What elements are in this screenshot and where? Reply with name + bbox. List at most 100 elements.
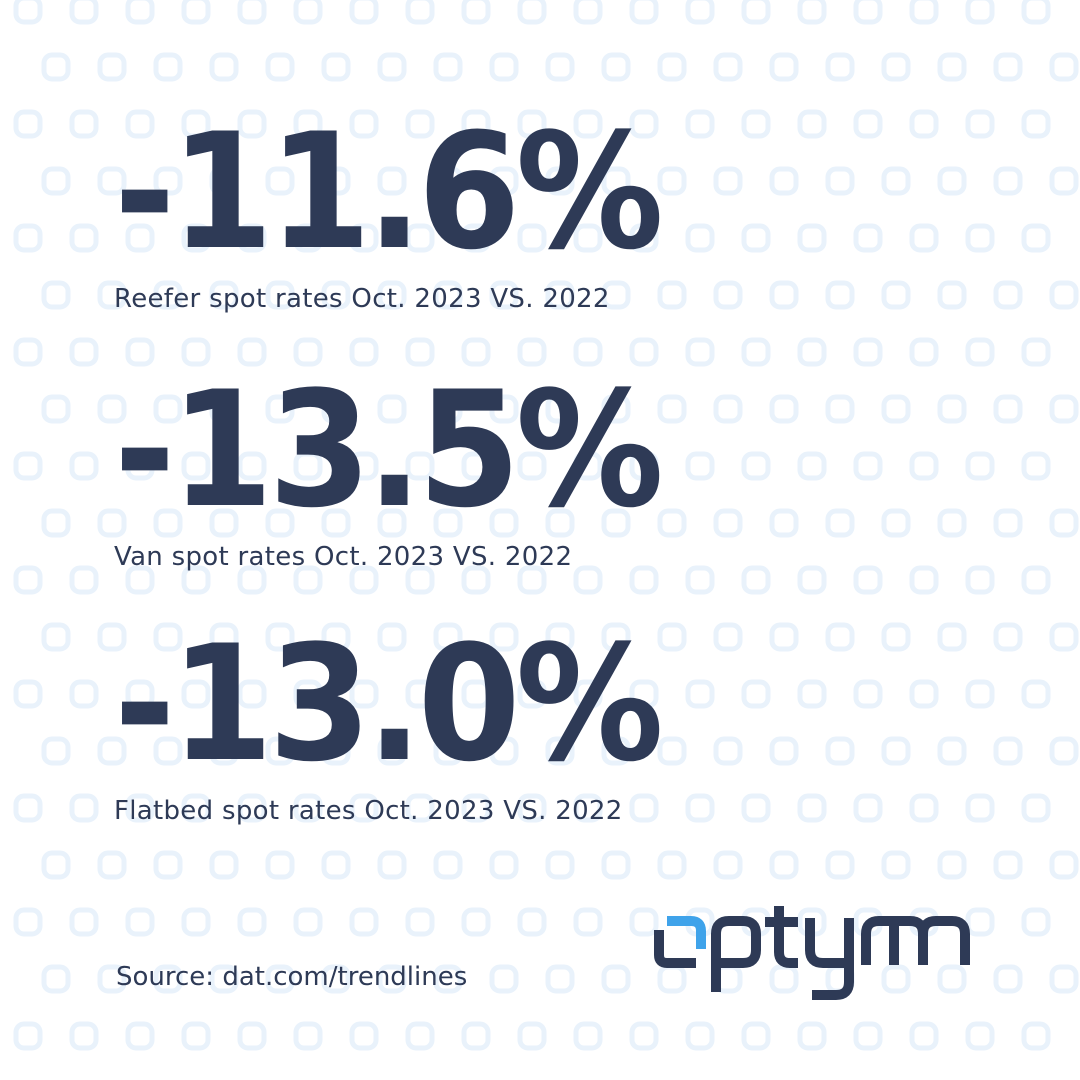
pattern-icon xyxy=(125,223,155,253)
pattern-icon xyxy=(629,109,659,139)
pattern-icon xyxy=(181,1021,211,1051)
pattern-icon xyxy=(937,52,967,82)
pattern-icon xyxy=(349,109,379,139)
pattern-icon xyxy=(965,451,995,481)
pattern-icon xyxy=(41,736,71,766)
pattern-icon xyxy=(153,508,183,538)
pattern-icon xyxy=(489,622,519,652)
pattern-icon xyxy=(909,1021,939,1051)
pattern-icon xyxy=(265,736,295,766)
pattern-icon xyxy=(489,280,519,310)
pattern-icon xyxy=(13,679,43,709)
pattern-icon xyxy=(909,337,939,367)
pattern-icon xyxy=(545,964,575,994)
pattern-icon xyxy=(237,109,267,139)
pattern-icon xyxy=(293,223,323,253)
pattern-icon xyxy=(405,793,435,823)
pattern-icon xyxy=(629,451,659,481)
pattern-icon xyxy=(825,52,855,82)
pattern-icon xyxy=(41,508,71,538)
pattern-icon xyxy=(601,850,631,880)
pattern-icon xyxy=(713,52,743,82)
pattern-icon xyxy=(125,793,155,823)
pattern-icon xyxy=(517,337,547,367)
pattern-icon xyxy=(153,964,183,994)
pattern-icon xyxy=(965,679,995,709)
pattern-icon xyxy=(489,964,519,994)
pattern-icon xyxy=(741,1021,771,1051)
pattern-icon xyxy=(517,109,547,139)
pattern-icon xyxy=(405,109,435,139)
pattern-icon xyxy=(825,280,855,310)
pattern-icon xyxy=(573,679,603,709)
pattern-icon xyxy=(489,736,519,766)
pattern-icon xyxy=(1049,166,1079,196)
pattern-icon xyxy=(517,1021,547,1051)
pattern-icon xyxy=(881,850,911,880)
pattern-icon xyxy=(685,679,715,709)
pattern-icon xyxy=(209,736,239,766)
pattern-icon xyxy=(1021,0,1051,25)
pattern-icon xyxy=(713,508,743,538)
pattern-icon xyxy=(741,565,771,595)
pattern-icon xyxy=(629,565,659,595)
pattern-icon xyxy=(1021,109,1051,139)
pattern-icon xyxy=(125,0,155,25)
pattern-icon xyxy=(461,793,491,823)
pattern-icon xyxy=(545,508,575,538)
pattern-icon xyxy=(181,679,211,709)
pattern-icon xyxy=(41,166,71,196)
pattern-icon xyxy=(321,622,351,652)
pattern-icon xyxy=(881,964,911,994)
pattern-icon xyxy=(265,394,295,424)
pattern-icon xyxy=(13,0,43,25)
pattern-icon xyxy=(13,223,43,253)
pattern-icon xyxy=(405,0,435,25)
pattern-icon xyxy=(349,907,379,937)
pattern-icon xyxy=(937,622,967,652)
pattern-icon xyxy=(321,850,351,880)
pattern-icon xyxy=(97,850,127,880)
pattern-icon xyxy=(265,964,295,994)
pattern-icon xyxy=(153,166,183,196)
pattern-icon xyxy=(713,394,743,424)
pattern-icon xyxy=(461,565,491,595)
pattern-icon xyxy=(433,166,463,196)
pattern-icon xyxy=(13,451,43,481)
pattern-icon xyxy=(433,52,463,82)
pattern-icon xyxy=(825,622,855,652)
pattern-icon xyxy=(41,850,71,880)
pattern-icon xyxy=(293,565,323,595)
pattern-icon xyxy=(69,109,99,139)
pattern-icon xyxy=(993,394,1023,424)
pattern-icon xyxy=(965,793,995,823)
pattern-icon xyxy=(41,280,71,310)
pattern-icon xyxy=(993,280,1023,310)
stat-flatbed: -13.0% Flatbed spot rates Oct. 2023 VS. … xyxy=(114,624,664,826)
pattern-icon xyxy=(797,565,827,595)
pattern-icon xyxy=(1049,508,1079,538)
pattern-icon xyxy=(489,166,519,196)
pattern-icon xyxy=(769,736,799,766)
pattern-icon xyxy=(237,337,267,367)
pattern-icon xyxy=(321,964,351,994)
pattern-icon xyxy=(797,1021,827,1051)
pattern-icon xyxy=(629,907,659,937)
pattern-icon xyxy=(657,736,687,766)
pattern-icon xyxy=(97,166,127,196)
pattern-icon xyxy=(881,508,911,538)
pattern-icon xyxy=(517,0,547,25)
pattern-icon xyxy=(97,508,127,538)
pattern-icon xyxy=(433,964,463,994)
stat-van: -13.5% Van spot rates Oct. 2023 VS. 2022 xyxy=(114,370,664,572)
pattern-icon xyxy=(657,622,687,652)
pattern-icon xyxy=(181,337,211,367)
pattern-icon xyxy=(461,337,491,367)
pattern-icon xyxy=(1021,223,1051,253)
pattern-icon xyxy=(293,337,323,367)
pattern-icon xyxy=(125,109,155,139)
pattern-icon xyxy=(853,793,883,823)
pattern-icon xyxy=(573,451,603,481)
pattern-icon xyxy=(881,280,911,310)
pattern-icon xyxy=(237,451,267,481)
